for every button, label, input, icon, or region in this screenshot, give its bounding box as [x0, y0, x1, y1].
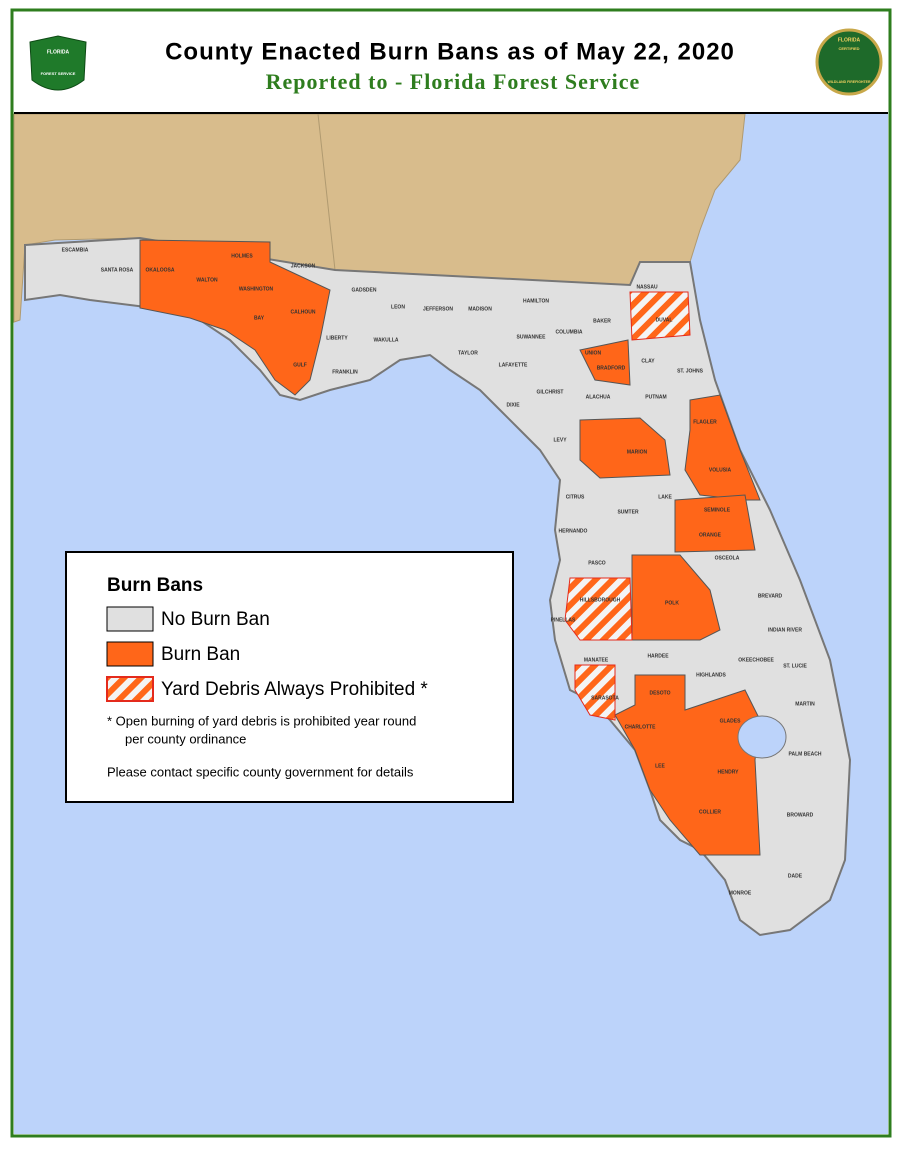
county-label: GADSDEN	[351, 287, 376, 293]
county-region	[629, 291, 691, 341]
county-label: CLAY	[641, 358, 655, 364]
county-label: FLAGLER	[693, 419, 717, 425]
subtitle: Reported to - Florida Forest Service	[266, 69, 641, 94]
county-label: ST. JOHNS	[677, 368, 704, 374]
logo-text: WILDLAND FIREFIGHTER	[828, 80, 871, 84]
state-border	[317, 113, 336, 271]
county-label: CALHOUN	[291, 309, 316, 315]
county-region	[674, 494, 756, 553]
county-region	[574, 664, 616, 721]
county-label: MONROE	[729, 890, 752, 896]
left-logo	[29, 35, 87, 91]
county-label: LEE	[655, 763, 665, 769]
county-region	[579, 417, 671, 479]
county-label: GILCHRIST	[537, 389, 564, 395]
county-region	[614, 674, 761, 856]
lake-okeechobee	[737, 715, 787, 759]
county-label: JACKSON	[291, 263, 316, 269]
county-label: JEFFERSON	[423, 306, 453, 312]
county-label: INDIAN RIVER	[768, 627, 802, 633]
legend-label: Burn Ban	[161, 644, 240, 665]
county-label: OKEECHOBEE	[738, 657, 774, 663]
county-label: GULF	[293, 362, 307, 368]
county-label: MADISON	[468, 306, 492, 312]
legend-note: Please contact specific county governmen…	[107, 764, 414, 779]
county-region	[564, 577, 633, 641]
county-label: MANATEE	[584, 657, 609, 663]
county-label: MARION	[627, 449, 648, 455]
legend-note: per county ordinance	[125, 731, 246, 746]
county-label: OKALOOSA	[146, 267, 175, 273]
county-label: DUVAL	[656, 317, 673, 323]
county-label: SEMINOLE	[704, 507, 731, 513]
county-label: SUMTER	[617, 509, 639, 515]
county-label: COLLIER	[699, 809, 721, 815]
title: County Enacted Burn Bans as of May 22, 2…	[165, 38, 735, 65]
legend-label: Yard Debris Always Prohibited *	[161, 679, 428, 700]
legend-swatch	[106, 606, 154, 632]
county-label: LAFAYETTE	[499, 362, 528, 368]
county-label: ORANGE	[699, 532, 722, 538]
county-label: BREVARD	[758, 593, 783, 599]
county-region	[139, 239, 331, 396]
county-label: LEON	[391, 304, 405, 310]
county-label: SUWANNEE	[517, 334, 547, 340]
county-label: NASSAU	[636, 284, 658, 290]
logo-text: FLORIDA	[47, 49, 70, 55]
county-label: SANTA ROSA	[101, 267, 134, 273]
county-label: LAKE	[658, 494, 672, 500]
county-label: DIXIE	[506, 402, 520, 408]
logo-text: FOREST SERVICE	[41, 71, 76, 76]
county-label: COLUMBIA	[556, 329, 583, 335]
county-label: SARASOTA	[591, 695, 619, 701]
right-logo	[815, 28, 883, 96]
county-label: HERNANDO	[559, 528, 588, 534]
county-label: OSCEOLA	[715, 555, 740, 561]
legend-swatch	[106, 641, 154, 667]
county-label: BAKER	[593, 318, 611, 324]
legend-note: * Open burning of yard debris is prohibi…	[107, 713, 416, 728]
county-label: MARTIN	[795, 701, 815, 707]
county-label: ESCAMBIA	[62, 247, 89, 253]
county-label: FRANKLIN	[332, 369, 358, 375]
county-label: ALACHUA	[586, 394, 611, 400]
county-label: UNION	[585, 350, 602, 356]
county-label: HARDEE	[647, 653, 669, 659]
county-label: VOLUSIA	[709, 467, 732, 473]
county-label: GLADES	[720, 718, 742, 724]
county-label: HILLSBOROUGH	[580, 597, 621, 603]
county-label: BRADFORD	[597, 365, 626, 371]
county-label: HIGHLANDS	[696, 672, 726, 678]
logo-text: CERTIFIED	[838, 46, 859, 51]
county-label: PUTNAM	[645, 394, 666, 400]
legend-label: No Burn Ban	[161, 609, 270, 630]
county-label: PALM BEACH	[789, 751, 822, 757]
county-label: ST. LUCIE	[783, 663, 807, 669]
county-label: DESOTO	[649, 690, 670, 696]
county-label: HENDRY	[718, 769, 740, 775]
county-label: TAYLOR	[458, 350, 478, 356]
county-label: PASCO	[588, 560, 606, 566]
county-label: CHARLOTTE	[625, 724, 656, 730]
county-label: CITRUS	[566, 494, 585, 500]
county-region	[579, 339, 631, 386]
county-label: WAKULLA	[374, 337, 399, 343]
county-label: PINELLAS	[551, 617, 576, 623]
county-label: BAY	[254, 315, 265, 321]
county-label: LIBERTY	[326, 335, 348, 341]
county-label: BROWARD	[787, 812, 814, 818]
county-label: HAMILTON	[523, 298, 549, 304]
legend-title: Burn Bans	[107, 575, 203, 596]
county-label: HOLMES	[231, 253, 253, 259]
county-label: WASHINGTON	[239, 286, 274, 292]
county-label: WALTON	[196, 277, 218, 283]
legend-swatch	[106, 676, 154, 702]
county-label: POLK	[665, 600, 679, 606]
county-label: DADE	[788, 873, 803, 879]
logo-text: FLORIDA	[838, 37, 861, 43]
florida: ESCAMBIA SANTA ROSA HOLMES JACKSON LIBERTY GA…	[24, 236, 852, 937]
county-label: LEVY	[553, 437, 567, 443]
